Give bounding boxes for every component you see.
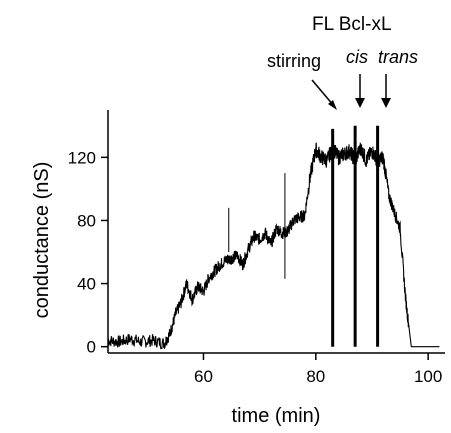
axes: 0 40 80 120 60 80 100 (68, 110, 445, 386)
arrow-trans-icon (381, 74, 391, 108)
y-axis-label: conductance (nS) (31, 162, 53, 319)
annotation-fl-bcl-xl: FL Bcl-xL (312, 14, 392, 35)
annotations: FL Bcl-xL stirring cis trans (267, 14, 418, 110)
y-tick-label: 0 (87, 338, 96, 357)
annotation-cis: cis (346, 47, 368, 67)
arrow-cis-icon (355, 74, 365, 108)
y-tick-label: 40 (77, 275, 96, 294)
x-tick-label: 100 (414, 367, 442, 386)
annotation-trans: trans (378, 47, 418, 67)
annotation-stirring: stirring (267, 51, 321, 71)
x-axis-label: time (min) (232, 405, 321, 427)
y-tick-label: 80 (77, 211, 96, 230)
x-tick-label: 60 (194, 367, 213, 386)
conductance-trace (107, 141, 440, 350)
arrow-stirring-icon (311, 79, 337, 110)
x-tick-label: 80 (306, 367, 325, 386)
y-tick-label: 120 (68, 148, 96, 167)
trace-group (107, 125, 440, 350)
